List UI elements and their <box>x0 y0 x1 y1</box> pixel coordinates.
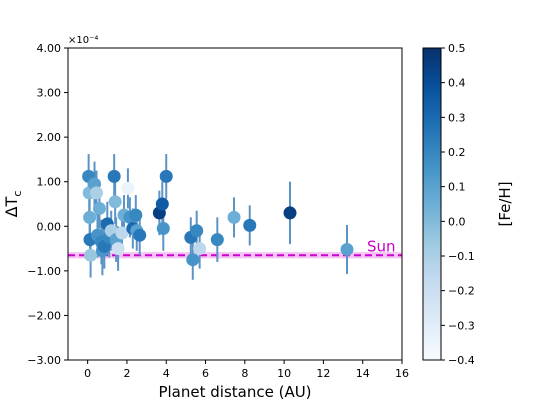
colorbar-tick-label: 0.4 <box>448 77 466 90</box>
colorbar <box>422 47 442 361</box>
data-point <box>227 210 241 224</box>
data-point <box>210 233 224 247</box>
sun-reference-label: Sun <box>367 237 396 255</box>
x-tick-label: 8 <box>241 367 248 380</box>
data-point <box>133 228 147 242</box>
data-point <box>108 195 122 209</box>
colorbar-tick-label: 0.0 <box>448 215 466 228</box>
y-tick-label: −3.00 <box>27 354 61 367</box>
colorbar-label: [Fe/H] <box>496 181 514 226</box>
y-axis-scale-factor: ×10⁻⁴ <box>68 35 98 46</box>
y-tick-label: −1.00 <box>27 265 61 278</box>
y-axis-ticks: −3.00 −2.00 −1.00 0.00 1.00 2.00 3.00 4.00 <box>27 42 68 367</box>
y-axis-label-base: ΔT <box>2 196 21 217</box>
data-point <box>92 201 106 215</box>
y-tick-label: 1.00 <box>37 176 62 189</box>
x-tick-label: 6 <box>202 367 209 380</box>
data-point <box>190 224 204 238</box>
y-tick-label: −2.00 <box>27 309 61 322</box>
data-point <box>186 253 200 267</box>
data-point <box>243 218 257 232</box>
data-point <box>129 208 143 222</box>
y-axis-label: ΔTc <box>2 191 24 218</box>
colorbar-tick-label: 0.2 <box>448 146 466 159</box>
x-tick-label: 16 <box>395 367 409 380</box>
x-axis-ticks: 0 2 4 6 8 10 12 14 16 <box>84 360 409 380</box>
colorbar-tick-label: 0.3 <box>448 111 466 124</box>
colorbar-tick-label: −0.4 <box>448 354 475 367</box>
data-point <box>193 242 207 256</box>
y-tick-label: 2.00 <box>37 131 62 144</box>
x-tick-label: 12 <box>316 367 330 380</box>
data-point <box>121 181 135 195</box>
x-tick-label: 4 <box>163 367 170 380</box>
y-axis-label-subscript: c <box>11 191 24 197</box>
y-tick-label: 0.00 <box>37 220 62 233</box>
colorbar-ticks: −0.4 −0.3 −0.2 −0.1 0.0 0.1 0.2 0.3 0.4 0.5 <box>441 42 475 367</box>
y-tick-label: 3.00 <box>37 87 62 100</box>
data-point <box>84 248 98 262</box>
data-point <box>89 186 103 200</box>
colorbar-tick-label: 0.5 <box>448 42 466 55</box>
data-point <box>155 197 169 211</box>
colorbar-tick-label: −0.1 <box>448 250 475 263</box>
data-point <box>83 210 97 224</box>
data-points <box>82 169 354 267</box>
data-point <box>156 222 170 236</box>
x-axis-label: Planet distance (AU) <box>158 383 311 401</box>
x-tick-label: 10 <box>277 367 291 380</box>
data-point <box>107 169 121 183</box>
x-tick-label: 2 <box>123 367 130 380</box>
y-tick-label: 4.00 <box>37 42 62 55</box>
data-point <box>115 226 129 240</box>
colorbar-tick-label: 0.1 <box>448 181 466 194</box>
x-tick-label: 0 <box>84 367 91 380</box>
x-tick-label: 14 <box>356 367 370 380</box>
data-point <box>111 242 125 256</box>
colorbar-tick-label: −0.2 <box>448 285 475 298</box>
data-point <box>159 169 173 183</box>
plot-frame <box>67 47 403 361</box>
colorbar-tick-label: −0.3 <box>448 319 475 332</box>
data-point <box>283 206 297 220</box>
data-point <box>340 242 354 256</box>
